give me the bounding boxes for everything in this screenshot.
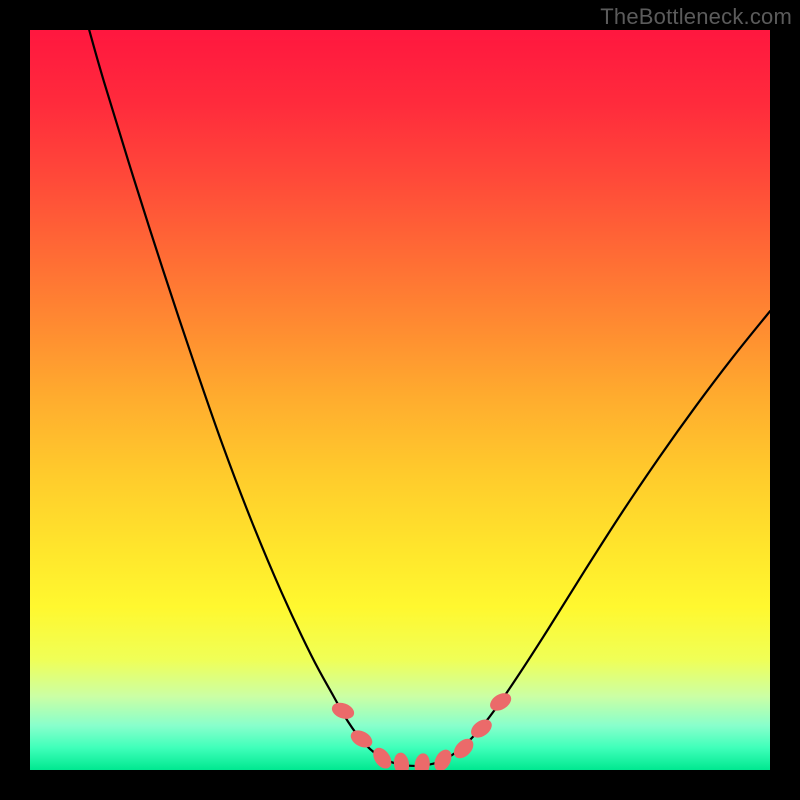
bottleneck-chart: TheBottleneck.com: [0, 0, 800, 800]
chart-gradient-bg: [30, 30, 770, 770]
chart-svg: [0, 0, 800, 800]
